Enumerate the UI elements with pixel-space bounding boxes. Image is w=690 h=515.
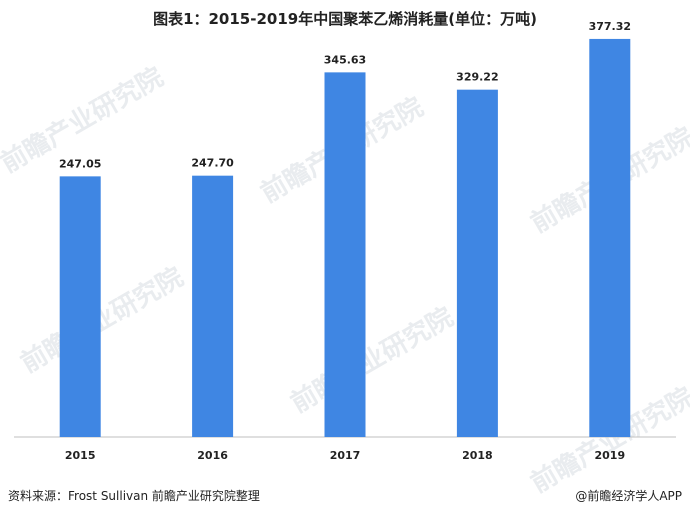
chart-title: 图表1：2015-2019年中国聚苯乙烯消耗量(单位：万吨): [153, 10, 537, 28]
source-note: 资料来源：Frost Sullivan 前瞻产业研究院整理: [8, 489, 260, 503]
data-label-2019: 377.32: [589, 20, 631, 33]
data-label-2017: 345.63: [324, 53, 366, 66]
bar-2015: [59, 176, 101, 437]
x-tick-label-2015: 2015: [65, 449, 96, 462]
x-tick-label-2018: 2018: [462, 449, 493, 462]
bar-2016: [192, 175, 234, 437]
brand-credit: @前瞻经济学人APP: [575, 489, 682, 503]
bar-chart: 247.05 2015 247.70 2016 345.63 2017 329.22 2018…: [14, 20, 676, 462]
data-label-2015: 247.05: [59, 157, 101, 170]
x-tick-label-2019: 2019: [594, 449, 625, 462]
data-label-2018: 329.22: [456, 71, 498, 84]
data-label-2016: 247.70: [191, 157, 234, 170]
bar-2019: [589, 38, 631, 437]
x-tick-label-2017: 2017: [330, 449, 361, 462]
x-tick-label-2016: 2016: [197, 449, 228, 462]
bar-2018: [456, 89, 498, 437]
bar-2017: [324, 72, 366, 437]
